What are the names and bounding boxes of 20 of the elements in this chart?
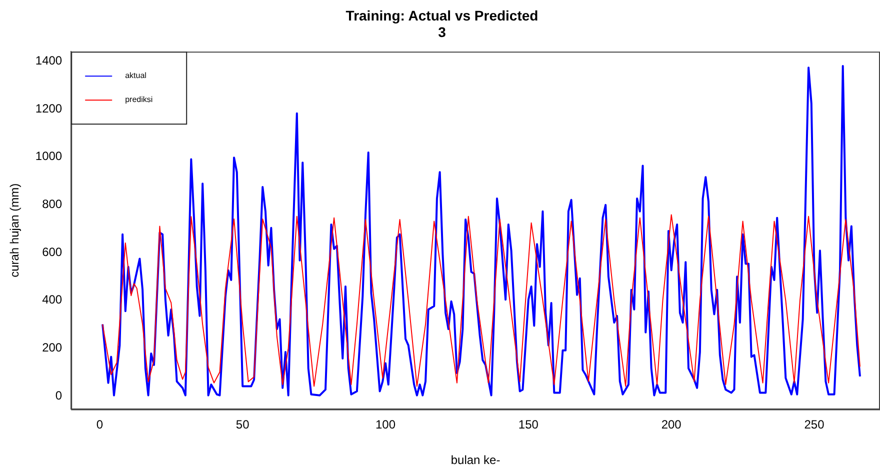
- y-tick-label: 1400: [35, 53, 62, 68]
- legend-label: prediksi: [125, 94, 153, 104]
- chart-title: Training: Actual vs Predicted: [346, 7, 538, 24]
- y-tick-label: 0: [55, 388, 62, 402]
- y-tick-label: 800: [42, 197, 62, 211]
- x-tick-label: 0: [96, 418, 104, 432]
- x-axis-title: bulan ke-: [450, 453, 500, 468]
- y-tick-label: 1200: [35, 101, 62, 116]
- y-tick-label: 200: [42, 340, 62, 355]
- x-tick-label: 250: [804, 418, 825, 432]
- chart-subtitle: 3: [438, 24, 446, 40]
- y-axis-title: curah hujan (mm): [8, 183, 22, 278]
- y-tick-label: 1000: [35, 149, 62, 164]
- y-tick-label: 400: [42, 292, 62, 307]
- x-tick-label: 50: [236, 418, 250, 432]
- x-tick-label: 150: [518, 418, 539, 432]
- legend-label: aktual: [125, 70, 147, 80]
- x-tick-label: 200: [661, 418, 682, 432]
- x-tick-label: 100: [375, 418, 396, 432]
- y-tick-label: 600: [42, 244, 62, 259]
